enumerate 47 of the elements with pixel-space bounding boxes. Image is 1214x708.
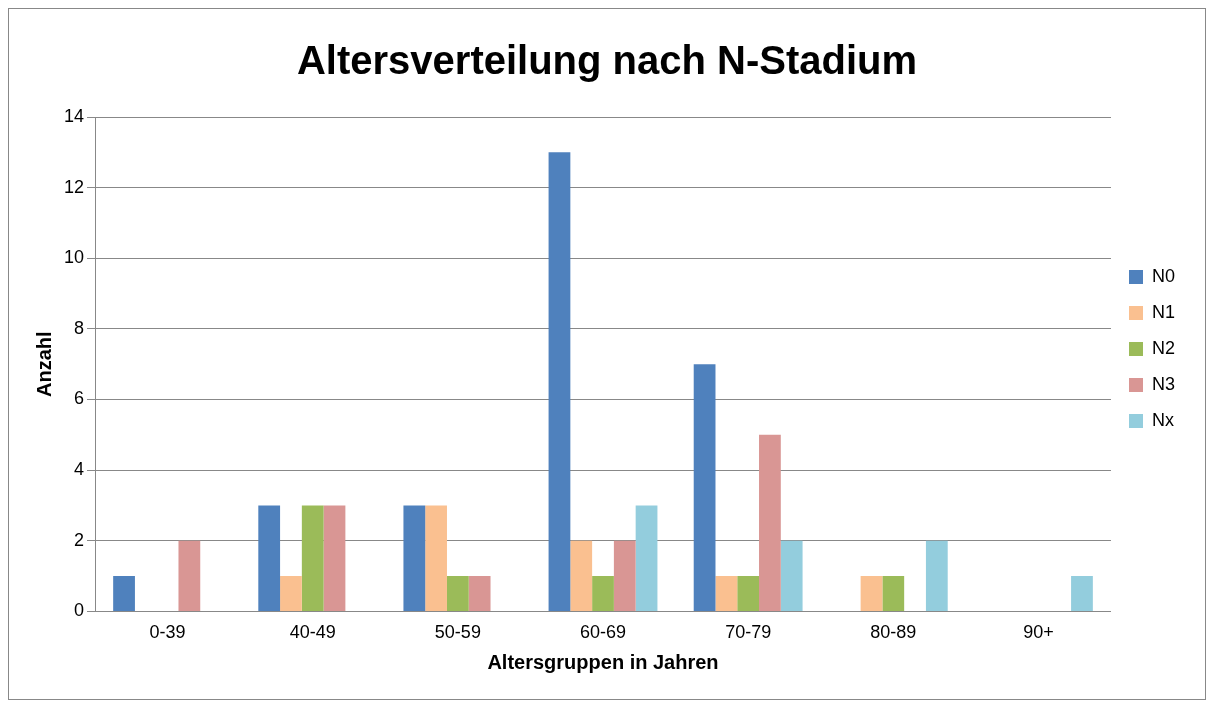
x-axis-title: Altersgruppen in Jahren: [487, 650, 719, 673]
y-tick-label: 14: [63, 105, 85, 126]
y-tick-label: 6: [74, 388, 85, 409]
bar: [178, 540, 201, 611]
bar: [323, 505, 346, 611]
y-tick-label: 12: [63, 176, 85, 197]
bar: [613, 540, 636, 611]
bar: [759, 434, 781, 611]
bar: [113, 576, 135, 611]
bar: [925, 540, 948, 611]
bar: [737, 576, 760, 611]
x-tick-label: 0-39: [149, 622, 186, 643]
y-axis-title: Anzahl: [32, 331, 55, 397]
x-tick-label: 40-49: [289, 622, 336, 643]
x-tick-label: 70-79: [725, 622, 772, 643]
bar: [425, 505, 447, 611]
bar: [468, 576, 491, 611]
bar: [882, 576, 905, 611]
legend-label: N2: [1151, 337, 1176, 358]
chart-title: Altersverteilung nach N-Stadium: [296, 38, 918, 83]
bar: [258, 505, 281, 611]
bar: [693, 364, 716, 611]
bar: [1071, 576, 1093, 611]
legend-label: N0: [1151, 265, 1176, 286]
x-tick-label: 50-59: [434, 622, 481, 643]
legend-label: N1: [1151, 301, 1176, 322]
bar: [301, 505, 324, 611]
bar: [635, 505, 658, 611]
y-tick-label: 0: [74, 600, 85, 621]
y-tick-label: 10: [63, 247, 85, 268]
legend-label: N3: [1151, 373, 1176, 394]
x-tick-label: 60-69: [579, 622, 627, 643]
x-tick-label: 80-89: [870, 622, 917, 643]
bar: [446, 576, 469, 611]
bar: [715, 576, 738, 611]
bar: [780, 540, 803, 611]
y-tick-label: 2: [74, 529, 85, 550]
x-tick-label: 90+: [1023, 622, 1054, 643]
bar: [403, 505, 426, 611]
bar: [592, 576, 614, 611]
y-tick-label: 8: [74, 317, 85, 338]
bar: [860, 576, 883, 611]
y-tick-label: 4: [74, 459, 85, 480]
bar: [570, 540, 593, 611]
bar: [548, 152, 571, 611]
bar: [280, 576, 302, 611]
legend-label: Nx: [1151, 409, 1174, 430]
